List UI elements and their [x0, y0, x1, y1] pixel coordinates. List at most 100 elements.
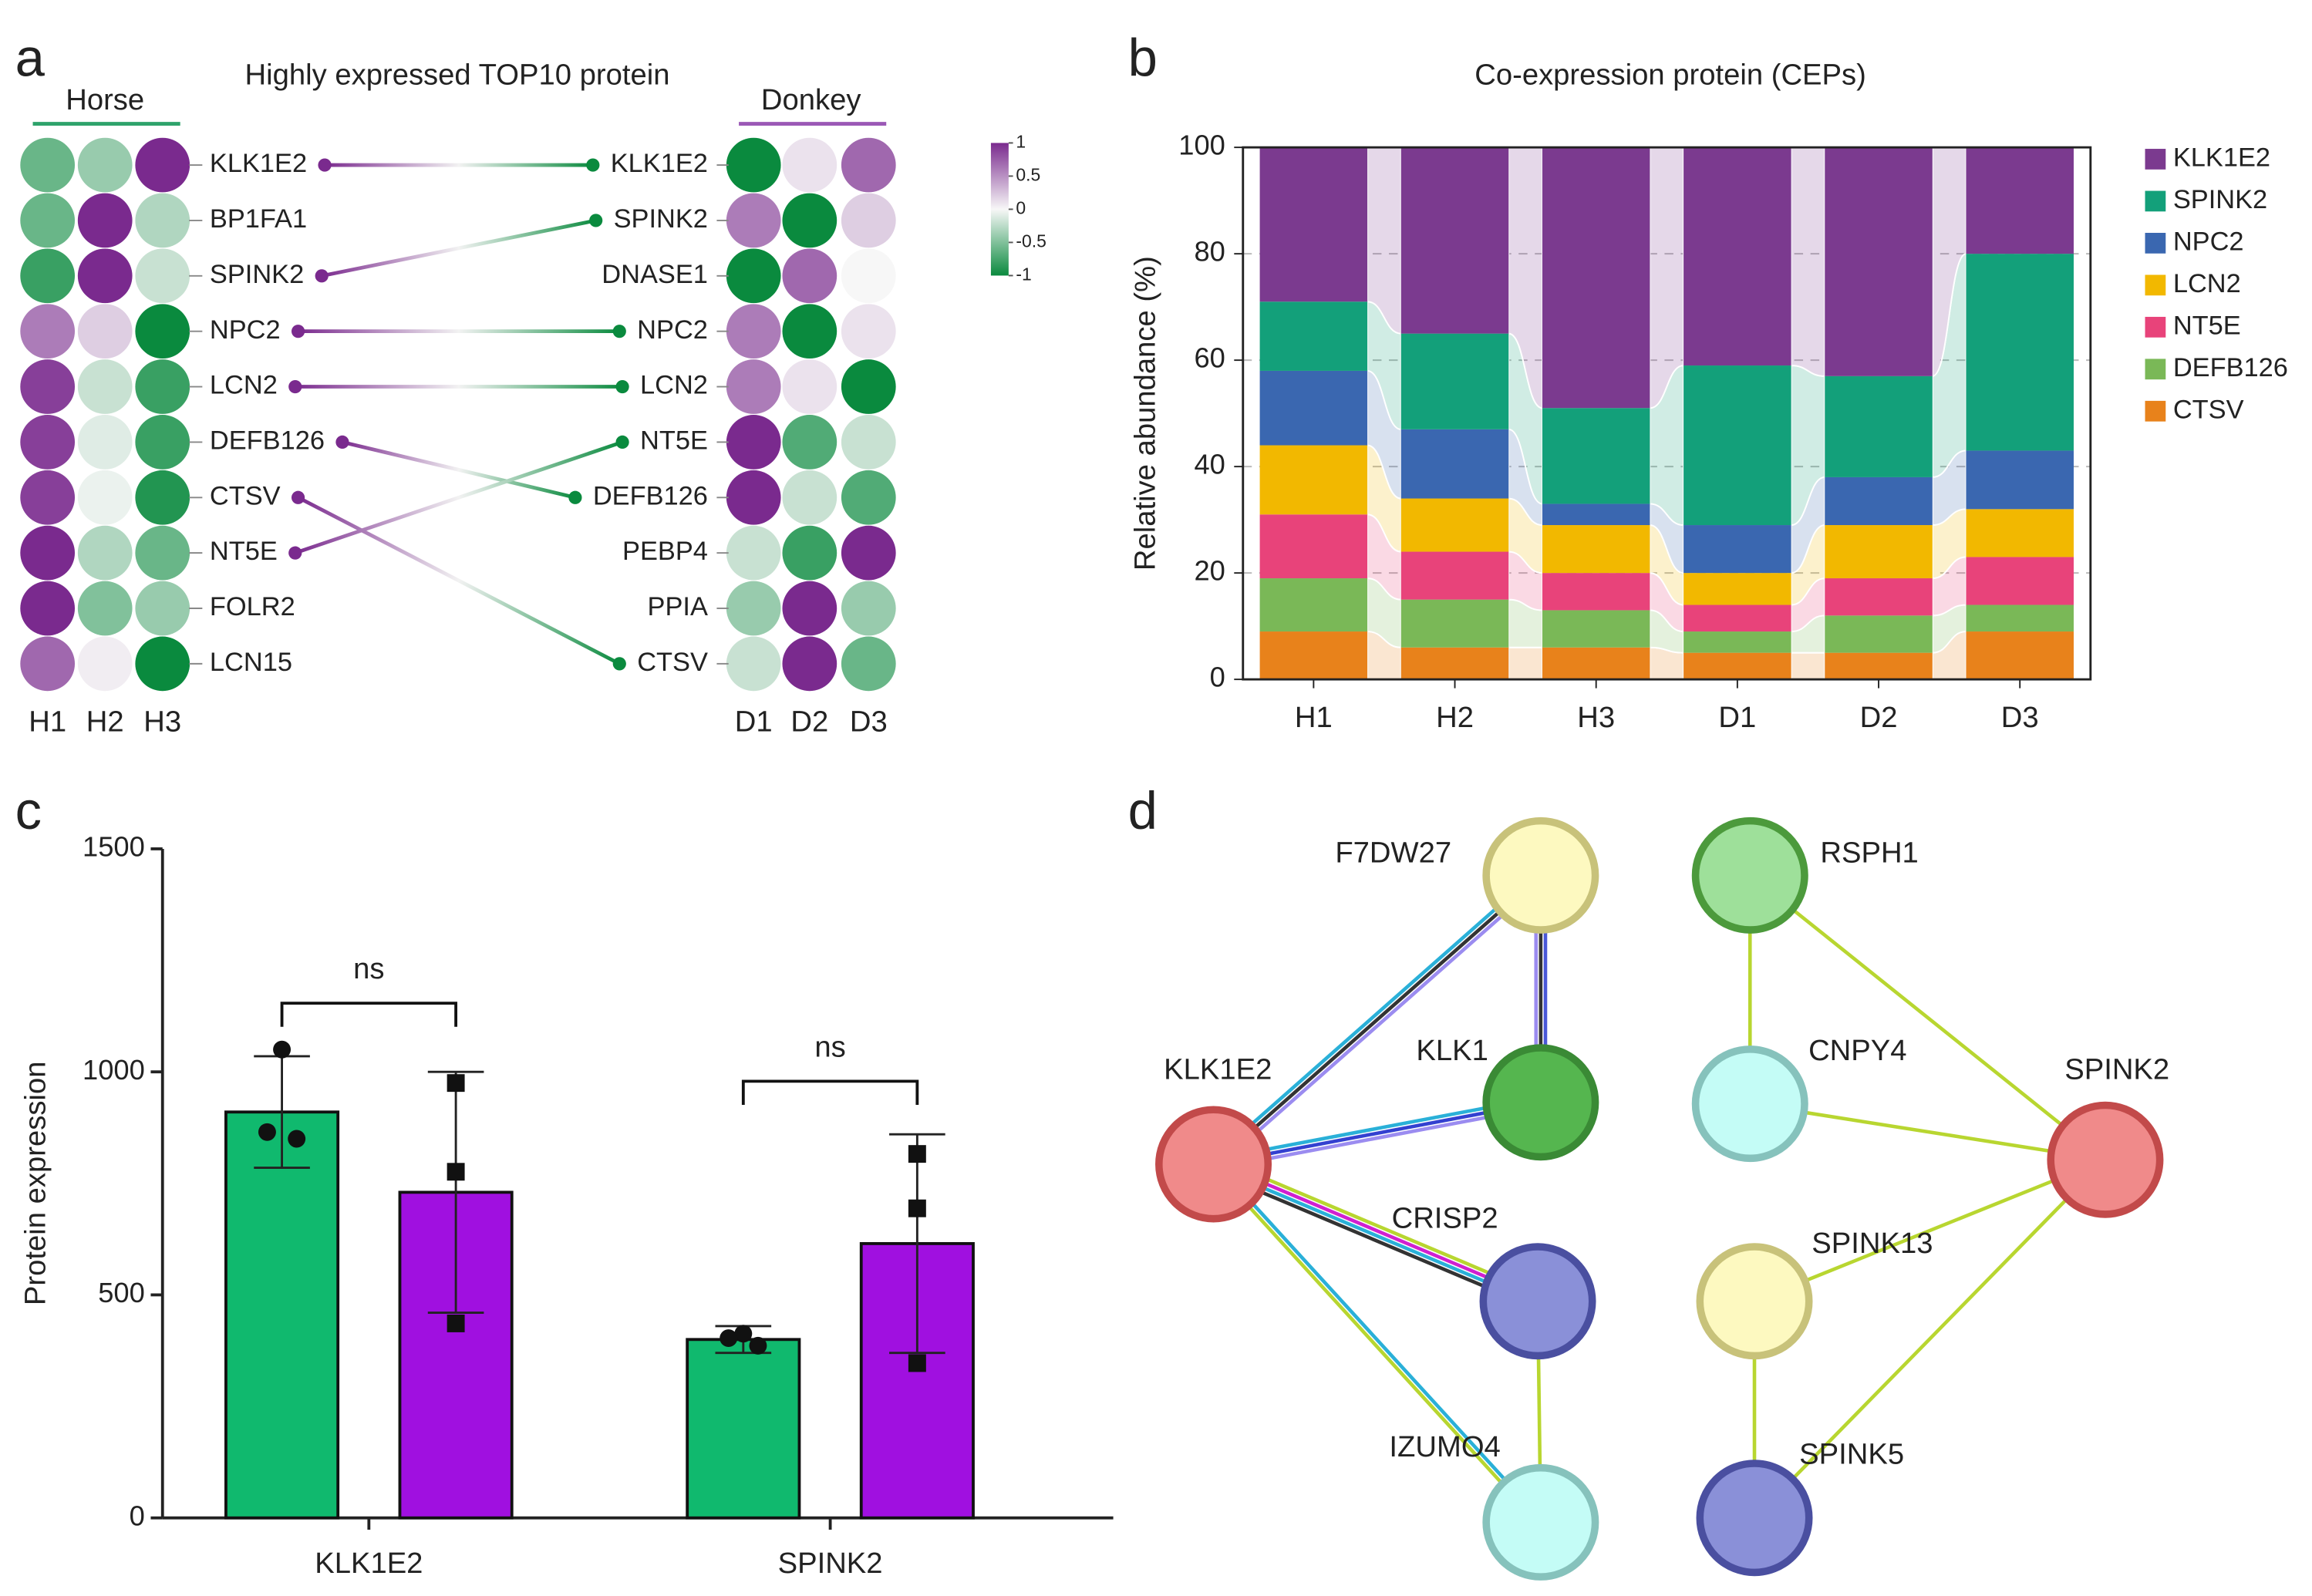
dot	[135, 248, 190, 304]
dot	[841, 636, 896, 692]
dot	[726, 415, 781, 470]
column-label: D3	[850, 705, 888, 739]
node-label: KLK1	[1416, 1034, 1488, 1067]
x-tick-label: H2	[1436, 701, 1474, 734]
point	[734, 1325, 753, 1343]
row-label: CTSV	[210, 481, 281, 510]
link	[342, 440, 576, 500]
dot	[135, 137, 190, 193]
bar-segment	[1542, 408, 1650, 504]
bar-segment	[1259, 514, 1368, 579]
dot	[77, 193, 133, 248]
bar-segment	[1400, 647, 1509, 680]
bar-segment	[1259, 445, 1368, 515]
link	[297, 496, 621, 665]
dot	[726, 137, 781, 193]
bar-segment	[1966, 557, 2074, 605]
panel-title: Highly expressed TOP10 protein	[245, 58, 670, 91]
dot	[20, 581, 76, 636]
bar-segment	[1683, 604, 1791, 632]
dot	[20, 525, 76, 581]
x-tick-label: KLK1E2	[315, 1547, 423, 1580]
dot	[782, 304, 838, 359]
dot	[20, 636, 76, 692]
edge	[1215, 877, 1545, 1170]
node	[1691, 817, 1808, 934]
bar-segment	[1825, 615, 1933, 653]
link-end	[288, 379, 302, 394]
dot	[726, 636, 781, 692]
node-label: RSPH1	[1820, 837, 1918, 870]
group-label: Donkey	[761, 83, 861, 116]
dot	[726, 581, 781, 636]
flow-band	[1790, 652, 1826, 681]
dot	[135, 193, 190, 248]
row-label: CTSV	[637, 648, 708, 677]
dot	[135, 581, 190, 636]
row-label: DNASE1	[602, 260, 708, 289]
legend-label: LCN2	[2173, 269, 2241, 298]
legend-label: KLK1E2	[2173, 143, 2270, 173]
dot	[20, 359, 76, 414]
edge	[1212, 1164, 1538, 1305]
significance-bracket	[741, 1079, 919, 1105]
dot	[841, 581, 896, 636]
dot	[77, 470, 133, 525]
y-tick-label: 0	[130, 1500, 145, 1531]
link-end	[568, 490, 582, 504]
link	[321, 218, 597, 278]
edge	[1213, 1160, 1540, 1301]
bar-segment	[1825, 375, 1933, 477]
flow-band	[1790, 146, 1826, 377]
node	[1482, 1044, 1599, 1161]
node	[1696, 1243, 1813, 1360]
dot	[782, 525, 838, 581]
bar-segment	[1966, 147, 2074, 254]
dot	[20, 415, 76, 470]
dot	[726, 359, 781, 414]
row-label: NT5E	[640, 426, 708, 456]
bar-segment	[1259, 631, 1368, 680]
dot	[782, 636, 838, 692]
node	[1482, 1463, 1599, 1581]
dot	[77, 525, 133, 581]
dot	[77, 415, 133, 470]
column-label: H3	[143, 705, 181, 739]
dot	[135, 304, 190, 359]
legend-swatch	[2145, 316, 2166, 338]
link-end	[612, 657, 626, 671]
dot	[782, 248, 838, 304]
link-end	[288, 546, 302, 560]
legend-label: DEFB126	[2173, 353, 2288, 382]
dot	[782, 470, 838, 525]
bar-segment	[1542, 503, 1650, 526]
row-label: SPINK2	[614, 204, 708, 234]
bar-segment	[1825, 476, 1933, 526]
row-label: KLK1E2	[611, 149, 708, 178]
x-tick-label: D3	[2001, 701, 2039, 734]
y-tick-label: 60	[1194, 342, 1225, 374]
node-label: F7DW27	[1335, 837, 1451, 870]
bar-segment	[1825, 652, 1933, 680]
colorbar	[990, 143, 1009, 276]
dot	[77, 304, 133, 359]
dot	[77, 359, 133, 414]
y-axis-label: Protein expression	[19, 1062, 52, 1306]
bar-segment	[1259, 147, 1368, 302]
x-tick-label: H1	[1295, 701, 1333, 734]
edge	[1749, 1102, 2106, 1162]
link-end	[335, 435, 349, 450]
row-label: KLK1E2	[210, 149, 307, 178]
point	[273, 1040, 292, 1059]
point	[908, 1354, 926, 1372]
row-label: DEFB126	[593, 481, 708, 510]
node	[1479, 1243, 1596, 1360]
bar-segment	[1683, 525, 1791, 574]
link-end	[291, 325, 305, 338]
node	[1696, 1460, 1813, 1577]
edge	[1753, 1158, 2107, 1520]
node-label: CRISP2	[1392, 1202, 1498, 1235]
significance-label: ns	[814, 1030, 845, 1063]
edge	[1210, 1169, 1536, 1310]
